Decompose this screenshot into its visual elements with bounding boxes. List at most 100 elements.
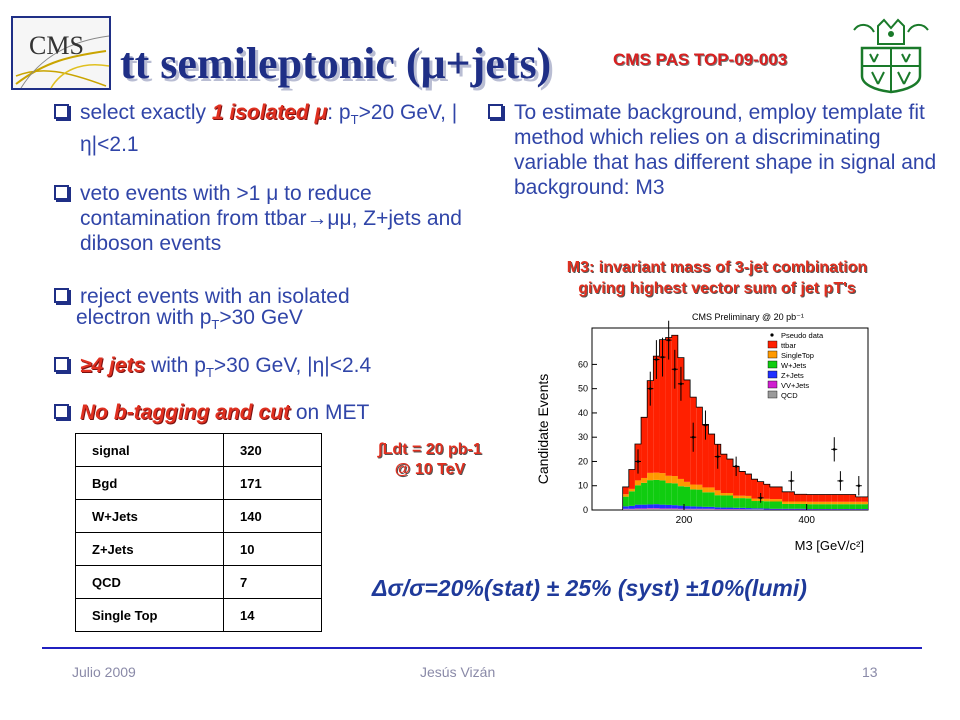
histogram-bar (812, 501, 819, 505)
histogram-bar (665, 504, 672, 509)
yield-label: QCD (75, 565, 224, 599)
histogram-bar (855, 496, 862, 502)
data-point (759, 496, 762, 500)
histogram-bar (671, 509, 678, 510)
histogram-bar (751, 508, 758, 510)
histogram-bar (628, 509, 635, 510)
histogram-bar (696, 509, 703, 510)
histogram-bar (702, 492, 709, 507)
yields-table: signal 320 Bgd 171 W+Jets 140 Z+Jets 10 QCD 7 Sing… (75, 433, 322, 632)
yield-value: 7 (223, 565, 322, 599)
histogram-bar (714, 490, 721, 496)
data-point (716, 455, 720, 458)
histogram-bar (720, 495, 727, 508)
y-tick-label: 50 (578, 384, 588, 394)
table-row: Bgd 171 (75, 466, 322, 500)
histogram-bar (837, 494, 844, 502)
yield-label: Z+Jets (75, 532, 224, 566)
histogram-bar (794, 508, 801, 510)
x-axis-label: M3 [GeV/c²] (795, 538, 864, 553)
histogram-bar (800, 508, 807, 510)
data-point (734, 465, 738, 468)
histogram-bar (769, 486, 776, 500)
histogram-bar (684, 486, 691, 507)
histogram-bar (702, 487, 709, 493)
legend-swatch (767, 380, 778, 389)
histogram-bar (634, 509, 642, 510)
y-tick-label: 30 (578, 432, 588, 442)
histogram-bar (628, 469, 635, 489)
histogram-bar (763, 498, 770, 502)
histogram-bar (751, 498, 758, 502)
histogram-bar (794, 503, 801, 509)
histogram-bar (690, 484, 697, 490)
histogram-bar (831, 494, 838, 502)
data-point (648, 387, 652, 390)
yield-value: 171 (223, 466, 322, 500)
y-tick-label: 0 (583, 505, 588, 515)
data-point (857, 484, 861, 488)
histogram-bar (720, 493, 727, 496)
bullet-veto-events: veto events with >1 μ to reduce contamin… (54, 181, 474, 261)
data-point (691, 435, 695, 439)
legend-swatch (767, 340, 778, 349)
data-point (704, 423, 707, 427)
histogram-bar (708, 434, 715, 488)
legend-swatch (767, 370, 778, 379)
legend-label: Pseudo data (781, 331, 824, 340)
histogram-bar (788, 503, 795, 509)
histogram-bar (757, 481, 764, 499)
histogram-bar (677, 509, 684, 510)
histogram-bar (659, 480, 666, 505)
histogram-bar (665, 337, 672, 476)
m3-histogram: 0 10 20 30 40 50 60 200 400 M3 [GeV/c²] Candidate … (535, 312, 869, 553)
histogram-bar (733, 507, 740, 510)
histogram-bar (739, 495, 746, 499)
histogram-bar (665, 483, 672, 505)
histogram-bar (622, 494, 629, 497)
table-row: W+Jets 140 (75, 499, 322, 533)
histogram-bar (776, 486, 783, 500)
data-point (832, 448, 836, 451)
histogram-bar (684, 506, 691, 509)
histogram-bar (855, 504, 862, 510)
university-crest (850, 18, 932, 94)
legend-label: VV+Jets (781, 381, 809, 390)
histogram-bar (622, 509, 629, 510)
cms-logo-text: CMS (29, 31, 84, 60)
histogram-bar (800, 494, 807, 502)
histogram-bar (837, 501, 844, 505)
histogram-bar (653, 472, 660, 480)
histogram-bar (788, 491, 795, 502)
histogram-bar (622, 506, 629, 509)
y-tick-label: 60 (578, 359, 588, 369)
histogram-bar (726, 495, 734, 508)
histogram-bar (825, 494, 832, 502)
footer-rule (42, 647, 922, 649)
histogram-bar (702, 424, 709, 488)
data-point (655, 358, 658, 361)
histogram-bar (677, 357, 684, 479)
histogram-bar (806, 504, 813, 510)
histogram-bar (825, 501, 832, 505)
histogram-bar (726, 459, 734, 494)
histogram-bar (806, 501, 813, 505)
histogram-bar (776, 508, 783, 510)
table-row: Z+Jets 10 (75, 532, 322, 566)
histogram-bar (843, 494, 850, 502)
histogram-bar (696, 489, 703, 507)
histogram-bar (653, 356, 660, 473)
histogram-bar (800, 503, 807, 509)
table-row: Single Top 14 (75, 598, 322, 632)
histogram-bar (831, 501, 838, 505)
histogram-bar (739, 471, 746, 496)
histogram-bar (647, 380, 654, 473)
pas-reference: CMS PAS TOP-09-003 (613, 50, 788, 69)
histogram-bar (671, 483, 678, 506)
histogram-bar (690, 506, 697, 509)
histogram-bar (653, 508, 660, 509)
histogram-bar (818, 494, 826, 502)
checkbox-bullet-icon (54, 288, 69, 303)
histogram-bar (733, 495, 740, 499)
slide-title: tt semileptonic (μ+jets) (120, 39, 552, 88)
